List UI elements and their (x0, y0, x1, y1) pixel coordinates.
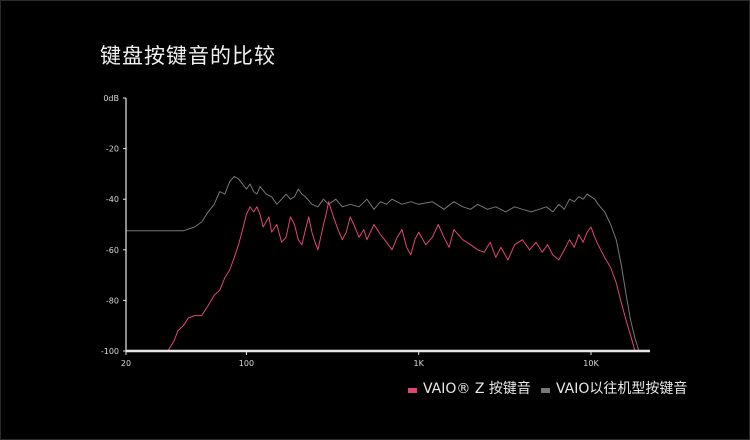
legend-label-previous-vaio: VAIO以往机型按键音 (556, 381, 688, 397)
y-tick-label: -20 (106, 145, 119, 154)
y-tick-label: -80 (106, 296, 119, 305)
y-tick-label: -100 (101, 347, 119, 356)
legend-label-vaio-z: VAIO® Z 按键音 (423, 381, 531, 397)
series-line-vaio-z (167, 201, 636, 352)
y-tick-label: -40 (106, 195, 119, 204)
legend-swatch-vaio-z (408, 387, 417, 393)
x-tick-label: 100 (239, 359, 254, 368)
chart-title: 键盘按键音的比较 (100, 44, 276, 68)
y-tick-label: 0dB (103, 94, 119, 103)
legend-item-vaio-z: VAIO® Z 按键音 (408, 378, 531, 398)
series-line-previous-vaio (126, 175, 640, 352)
x-tick-label: 1K (414, 359, 425, 368)
legend-swatch-previous-vaio (541, 387, 550, 393)
x-tick-label: 20 (121, 359, 131, 368)
y-tick-label: -60 (106, 246, 119, 255)
legend-item-previous-vaio: VAIO以往机型按键音 (541, 378, 687, 398)
x-tick-label: 10K (583, 359, 599, 368)
